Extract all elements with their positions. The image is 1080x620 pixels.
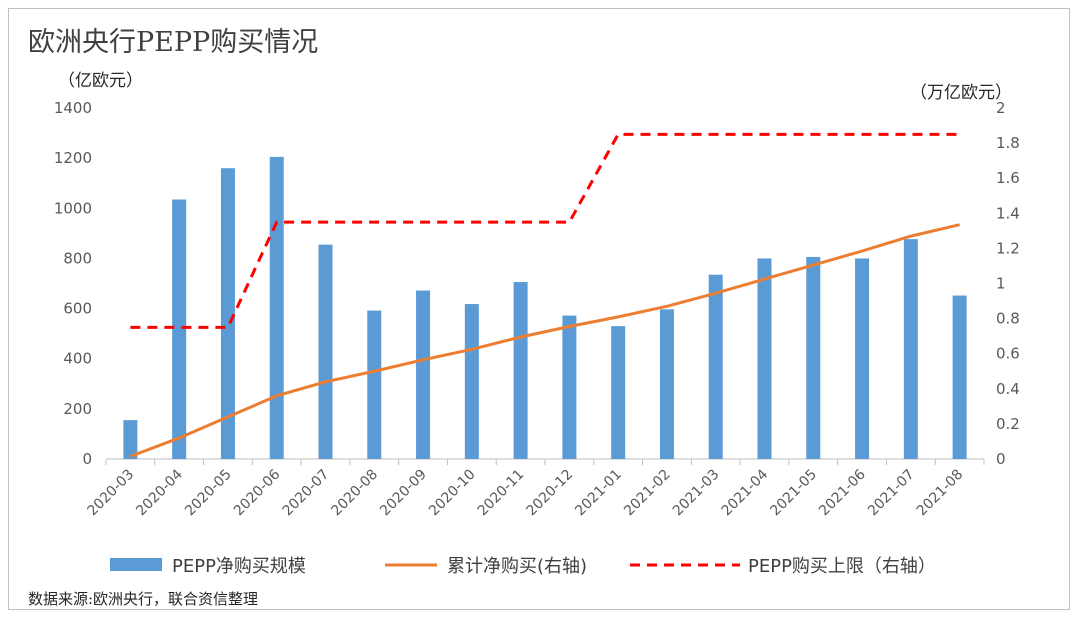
bar-pepp-net-purchase xyxy=(123,420,138,459)
x-axis-tick-label: 2020-05 xyxy=(182,467,235,520)
bar-pepp-net-purchase xyxy=(416,290,431,459)
x-axis-tick-label: 2020-04 xyxy=(133,466,186,519)
bar-pepp-net-purchase xyxy=(269,156,284,459)
legend-label: PEPP净购买规模 xyxy=(172,556,306,577)
bar-pepp-net-purchase xyxy=(952,295,967,459)
right-axis-tick-label: 1.4 xyxy=(996,204,1020,222)
left-axis-tick-label: 1000 xyxy=(54,199,92,217)
right-axis-tick-label: 0.6 xyxy=(996,345,1020,363)
x-axis-tick-label: 2020-07 xyxy=(280,467,333,520)
bar-pepp-net-purchase xyxy=(172,199,187,459)
x-axis-tick-label: 2021-03 xyxy=(670,467,723,520)
right-axis-unit: （万亿欧元） xyxy=(910,83,1012,103)
legend-swatch-bar xyxy=(110,558,162,571)
right-axis-tick-label: 1 xyxy=(996,275,1006,293)
bar-pepp-net-purchase xyxy=(806,256,821,459)
left-axis-unit: （亿欧元） xyxy=(58,71,143,91)
bar-pepp-net-purchase xyxy=(903,239,918,459)
right-axis-tick-label: 1.8 xyxy=(996,134,1020,152)
bar-pepp-net-purchase xyxy=(220,168,235,459)
legend-label: 累计净购买(右轴) xyxy=(447,556,587,577)
bar-pepp-net-purchase xyxy=(855,258,870,459)
x-axis-tick-label: 2021-08 xyxy=(914,467,967,520)
left-axis-tick-label: 800 xyxy=(63,249,92,267)
x-axis-tick-label: 2020-09 xyxy=(377,467,430,520)
bar-pepp-net-purchase xyxy=(562,315,577,459)
right-axis-tick-label: 0.4 xyxy=(996,380,1020,398)
x-axis-tick-label: 2020-08 xyxy=(328,467,381,520)
right-axis-tick-label: 0 xyxy=(996,450,1006,468)
x-axis-tick-label: 2021-05 xyxy=(767,467,820,520)
left-axis-tick-label: 1200 xyxy=(54,149,92,167)
right-axis-tick-label: 2 xyxy=(996,99,1006,117)
bar-pepp-net-purchase xyxy=(367,310,382,459)
x-axis-tick-label: 2021-06 xyxy=(816,466,869,519)
x-axis-tick-label: 2021-04 xyxy=(719,466,772,519)
line-pepp-cap xyxy=(130,132,960,329)
right-axis-tick-label: 1.6 xyxy=(996,169,1020,187)
x-axis-tick-label: 2021-01 xyxy=(572,467,625,520)
left-axis-tick-label: 600 xyxy=(63,300,92,318)
left-axis-tick-label: 0 xyxy=(82,450,92,468)
left-axis-tick-label: 400 xyxy=(63,350,92,368)
bar-pepp-net-purchase xyxy=(513,281,528,459)
x-axis-tick-label: 2020-06 xyxy=(231,466,284,519)
bar-pepp-net-purchase xyxy=(659,309,674,459)
bar-pepp-net-purchase xyxy=(611,326,626,459)
x-axis-tick-label: 2020-10 xyxy=(426,467,479,520)
legend-label: PEPP购买上限（右轴） xyxy=(748,556,936,577)
x-axis-tick-label: 2020-03 xyxy=(85,467,138,520)
bar-pepp-net-purchase xyxy=(757,258,772,459)
left-axis-tick-label: 200 xyxy=(63,400,92,418)
x-axis-tick-label: 2021-07 xyxy=(865,467,918,520)
bar-pepp-net-purchase xyxy=(318,244,333,459)
x-axis-tick-label: 2021-02 xyxy=(621,467,674,520)
bar-pepp-net-purchase xyxy=(708,274,723,459)
chart-title: 欧洲央行PEPP购买情况 xyxy=(28,27,319,58)
source-note: 数据来源:欧洲央行，联合资信整理 xyxy=(28,590,259,608)
right-axis-tick-label: 1.2 xyxy=(996,239,1020,257)
bar-pepp-net-purchase xyxy=(464,304,479,459)
right-axis-tick-label: 0.2 xyxy=(996,415,1020,433)
left-axis-tick-label: 1400 xyxy=(54,99,92,117)
x-axis-tick-label: 2020-11 xyxy=(475,467,528,520)
line-cumulative-purchase xyxy=(129,223,960,458)
x-axis-tick-label: 2020-12 xyxy=(524,467,577,520)
right-axis-tick-label: 0.8 xyxy=(996,310,1020,328)
